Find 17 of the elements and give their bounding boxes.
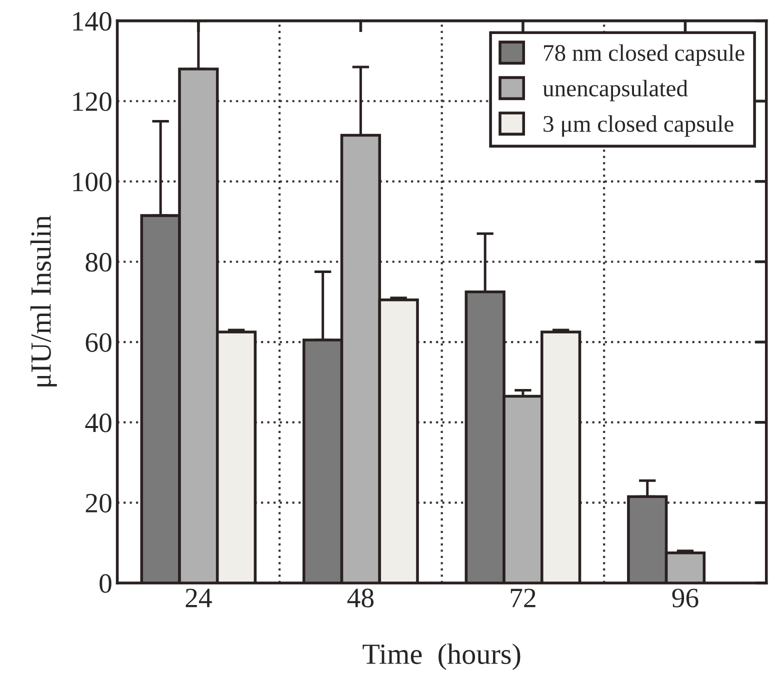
legend-label: unencapsulated	[542, 80, 688, 102]
y-tick-label: 80	[86, 252, 112, 272]
y-tick-label: 40	[85, 414, 112, 432]
x-tick-label: 72	[510, 588, 536, 608]
y-tick-label: 0	[100, 574, 112, 593]
y-tick-label: 120	[73, 92, 112, 112]
x-tick-label: 48	[347, 588, 374, 608]
x-tick-label: 24	[186, 588, 212, 608]
y-tick-label: 100	[73, 172, 112, 192]
y-axis-title: μIU/ml Insulin	[30, 216, 57, 386]
x-axis-title: Time (hours)	[362, 644, 520, 670]
legend-label: 78 nm closed capsule	[544, 44, 744, 66]
y-tick-label: 60	[86, 333, 112, 352]
legend-label: 3 μm closed capsule	[544, 115, 734, 137]
x-tick-label: 96	[672, 588, 698, 608]
y-tick-label: 20	[86, 494, 112, 513]
y-tick-label: 140	[73, 12, 112, 31]
